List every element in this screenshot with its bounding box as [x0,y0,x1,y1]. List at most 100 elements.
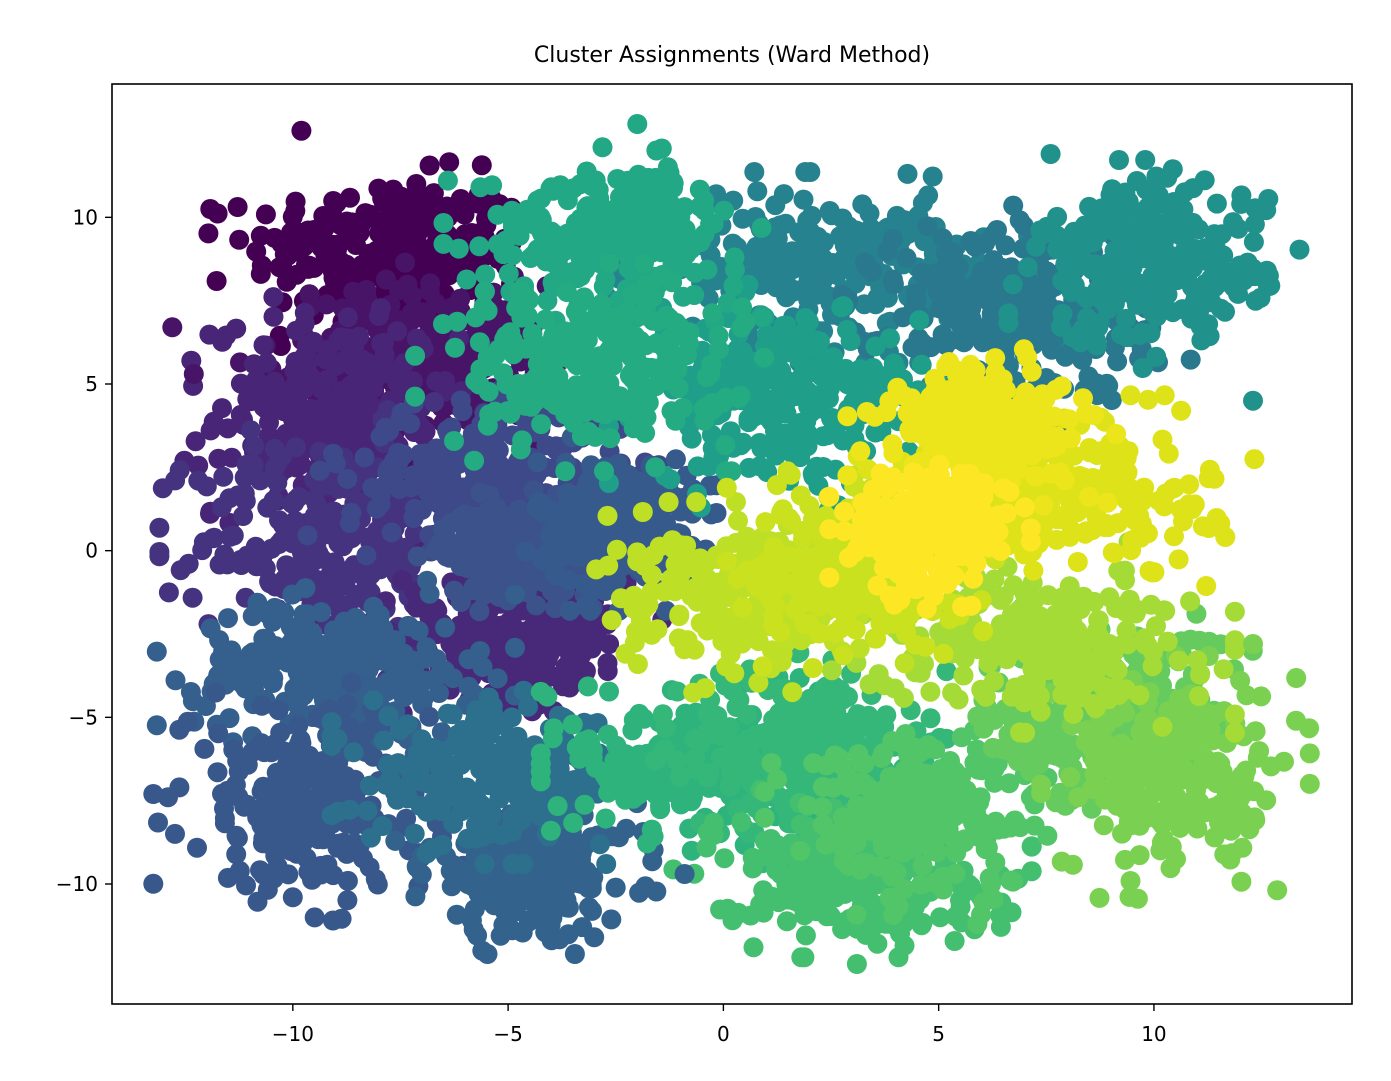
data-point-cluster-9 [236,875,256,896]
data-point-cluster-14 [1256,200,1277,221]
data-point-cluster-5 [408,470,429,491]
data-point-cluster-9 [298,861,319,882]
data-point-cluster-8 [263,668,284,689]
data-point-cluster-2 [256,352,277,373]
data-point-cluster-13 [896,248,917,268]
data-point-cluster-18 [530,771,551,792]
data-point-cluster-3 [228,485,248,506]
data-point-cluster-14 [1062,224,1083,245]
data-point-cluster-15 [802,463,823,484]
data-point-cluster-17 [590,369,611,390]
data-point-cluster-14 [1086,335,1107,356]
data-point-cluster-7 [547,565,568,586]
data-point-cluster-0 [269,325,290,346]
data-point-cluster-2 [317,339,338,360]
data-point-cluster-4 [559,677,580,698]
data-point-cluster-2 [212,398,232,419]
data-point-cluster-8 [146,715,167,736]
data-point-cluster-15 [785,372,806,393]
data-point-cluster-13 [917,216,938,237]
data-point-cluster-14 [1109,150,1129,170]
data-point-cluster-0 [198,223,219,244]
data-point-cluster-15 [818,388,839,409]
data-point-cluster-15 [784,326,805,347]
data-point-cluster-14 [1017,257,1038,278]
data-point-cluster-4 [444,639,465,660]
data-point-cluster-7 [515,541,536,562]
data-point-cluster-6 [490,558,511,579]
data-point-cluster-17 [635,379,656,399]
data-point-cluster-3 [149,517,170,538]
data-point-cluster-2 [323,405,344,426]
data-point-cluster-15 [795,308,816,328]
data-point-cluster-14 [1173,199,1194,220]
data-point-cluster-3 [328,533,349,554]
data-point-cluster-16 [581,221,602,242]
data-point-cluster-10 [443,854,464,875]
data-point-cluster-16 [725,259,745,280]
data-point-cluster-14 [1135,150,1156,170]
data-point-cluster-12 [747,181,768,202]
data-point-cluster-8 [505,584,525,605]
data-point-cluster-12 [773,184,794,205]
data-point-cluster-12 [744,162,765,182]
data-point-cluster-13 [1096,373,1117,394]
data-point-cluster-3 [304,489,325,510]
data-point-cluster-5 [428,467,449,488]
data-point-cluster-2 [373,333,394,353]
data-point-cluster-14 [1115,182,1136,203]
data-point-cluster-0 [439,152,460,173]
data-point-cluster-8 [274,602,295,623]
data-point-cluster-10 [564,944,585,964]
data-point-cluster-0 [227,197,248,217]
data-point-cluster-3 [211,497,232,518]
data-point-cluster-0 [272,256,293,277]
data-point-cluster-2 [253,397,274,417]
data-point-cluster-1 [316,294,337,315]
data-point-cluster-2 [185,431,206,452]
data-point-cluster-9 [194,738,215,759]
data-point-cluster-11 [372,816,393,836]
data-point-cluster-14 [1243,231,1264,252]
data-point-cluster-1 [415,303,436,324]
data-point-cluster-3 [381,538,402,559]
data-point-cluster-2 [297,335,317,356]
data-point-cluster-3 [424,392,444,412]
data-point-cluster-3 [350,564,371,585]
data-point-cluster-15 [738,408,759,429]
data-point-cluster-13 [959,282,980,303]
data-point-cluster-10 [504,901,525,922]
data-point-cluster-10 [605,877,626,898]
data-point-cluster-17 [694,410,715,431]
data-point-cluster-9 [148,812,168,833]
data-point-cluster-17 [731,317,752,338]
data-point-cluster-5 [297,525,318,546]
data-point-cluster-4 [419,607,440,628]
data-point-cluster-3 [264,457,285,478]
data-point-cluster-2 [352,349,373,370]
data-point-cluster-18 [597,769,618,790]
data-point-cluster-9 [214,813,235,834]
data-point-cluster-9 [337,890,358,911]
data-point-cluster-9 [205,682,226,703]
data-point-cluster-2 [212,331,233,352]
data-point-cluster-0 [313,206,334,226]
data-point-cluster-14 [1173,256,1194,276]
data-point-cluster-13 [939,306,960,327]
data-point-cluster-4 [541,627,562,648]
data-point-cluster-2 [345,371,366,392]
data-point-cluster-15 [739,457,759,478]
data-point-cluster-17 [405,345,426,366]
data-point-cluster-10 [458,874,478,895]
data-point-cluster-9 [187,837,207,858]
data-point-cluster-9 [251,695,272,716]
data-point-cluster-6 [439,532,460,553]
data-point-cluster-9 [217,867,238,888]
data-point-cluster-2 [286,320,307,341]
data-point-cluster-18 [641,819,662,840]
data-point-cluster-17 [477,300,498,321]
data-point-cluster-2 [387,321,408,342]
data-point-cluster-17 [630,330,651,351]
data-point-cluster-17 [599,253,620,274]
data-point-cluster-17 [715,435,736,456]
